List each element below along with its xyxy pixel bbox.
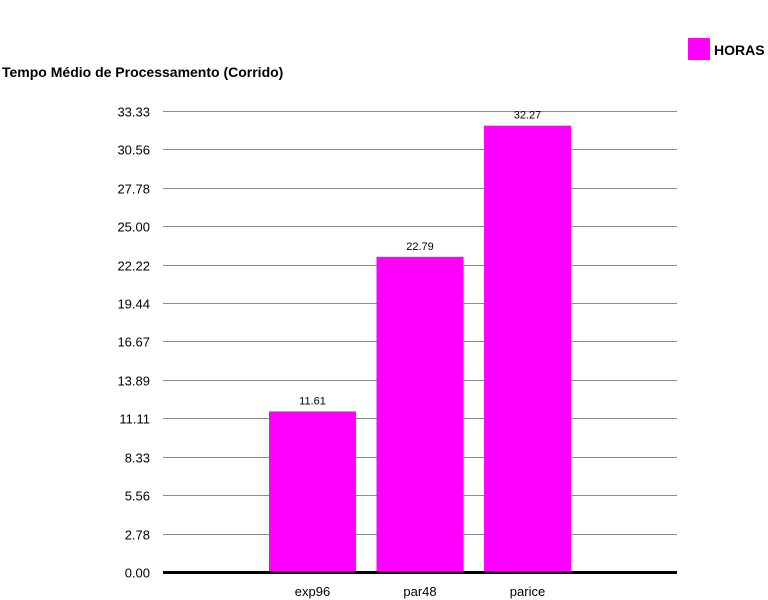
y-tick-label: 33.33: [117, 105, 150, 120]
bars: [269, 125, 571, 573]
legend-label-horas: HORAS: [714, 42, 765, 58]
y-tick-label: 0.00: [125, 566, 150, 581]
bar-parice: [484, 125, 571, 573]
y-tick-label: 2.78: [125, 528, 150, 543]
legend: HORAS: [688, 38, 765, 60]
y-tick-label: 16.67: [117, 335, 150, 350]
x-axis-categories: exp96 par48 parice: [295, 584, 545, 599]
y-tick-label: 19.44: [117, 297, 150, 312]
y-tick-label: 25.00: [117, 220, 150, 235]
y-tick-label: 5.56: [125, 489, 150, 504]
y-tick-label: 8.33: [125, 451, 150, 466]
data-label-exp96: 11.61: [299, 395, 326, 407]
x-category-par48: par48: [403, 584, 436, 599]
data-label-parice: 32.27: [514, 110, 542, 122]
y-tick-label: 30.56: [117, 143, 150, 158]
bar-exp96: [269, 411, 356, 572]
y-axis-ticks: 0.00 2.78 5.56 8.33 11.11 13.89 16.67 19.44 22.2…: [117, 105, 150, 581]
data-label-par48: 22.79: [406, 241, 434, 253]
legend-swatch-horas: [688, 38, 710, 60]
x-category-parice: parice: [510, 584, 545, 599]
x-category-exp96: exp96: [295, 584, 330, 599]
y-tick-label: 27.78: [117, 182, 150, 197]
bar-par48: [376, 256, 464, 572]
chart-title: Tempo Médio de Processamento (Corrido): [2, 64, 283, 80]
y-tick-label: 13.89: [117, 374, 150, 389]
y-tick-label: 22.22: [117, 259, 150, 274]
y-tick-label: 11.11: [119, 412, 150, 427]
data-labels: 11.61 22.79 32.27: [299, 110, 541, 408]
